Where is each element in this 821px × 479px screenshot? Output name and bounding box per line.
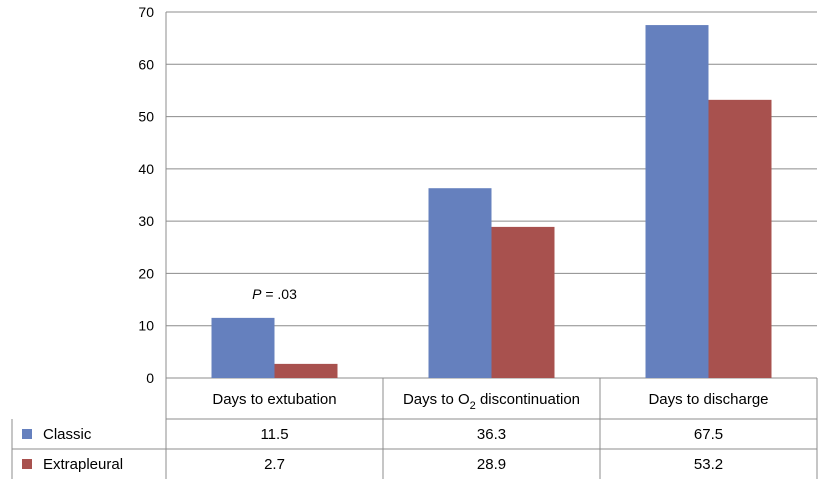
- bar-classic-1: [428, 188, 492, 378]
- y-tick-label: 70: [138, 4, 154, 20]
- table-cell-value: 67.5: [694, 426, 723, 443]
- p-value-annotation: P = .03: [252, 286, 297, 302]
- y-tick-label: 60: [138, 56, 154, 72]
- table-cell-value: 11.5: [260, 426, 288, 443]
- category-label: Days to extubation: [212, 391, 336, 408]
- legend-swatch-extrapleural: [22, 459, 32, 469]
- legend-label-classic: Classic: [43, 426, 92, 443]
- table-cell-value: 53.2: [694, 456, 723, 473]
- bar-classic-2: [645, 25, 709, 378]
- table-cell-value: 36.3: [477, 426, 506, 443]
- table-cell-value: 28.9: [477, 456, 506, 473]
- y-axis: 0 10 20 30 40 50 60 70: [138, 4, 167, 479]
- bar-classic-0: [211, 317, 275, 378]
- bar-extrapleural-1: [491, 226, 555, 378]
- y-tick-label: 10: [138, 318, 154, 334]
- category-label: Days to discharge: [648, 391, 768, 408]
- y-tick-label: 50: [138, 109, 154, 125]
- bars: [211, 25, 772, 378]
- annotation: P = .03: [252, 286, 297, 302]
- y-tick-label: 20: [138, 265, 154, 281]
- legend-swatch-classic: [22, 429, 32, 439]
- category-label: Days to O2 discontinuation: [403, 391, 580, 412]
- data-table: Days to extubation Days to O2 discontinua…: [11, 378, 818, 479]
- table-cell-value: 2.7: [264, 456, 285, 473]
- y-tick-label: 40: [138, 161, 154, 177]
- bar-extrapleural-2: [708, 99, 772, 378]
- y-tick-label: 0: [146, 370, 154, 386]
- bar-extrapleural-0: [274, 363, 338, 378]
- y-tick-label: 30: [138, 213, 154, 229]
- legend-label-extrapleural: Extrapleural: [43, 456, 123, 473]
